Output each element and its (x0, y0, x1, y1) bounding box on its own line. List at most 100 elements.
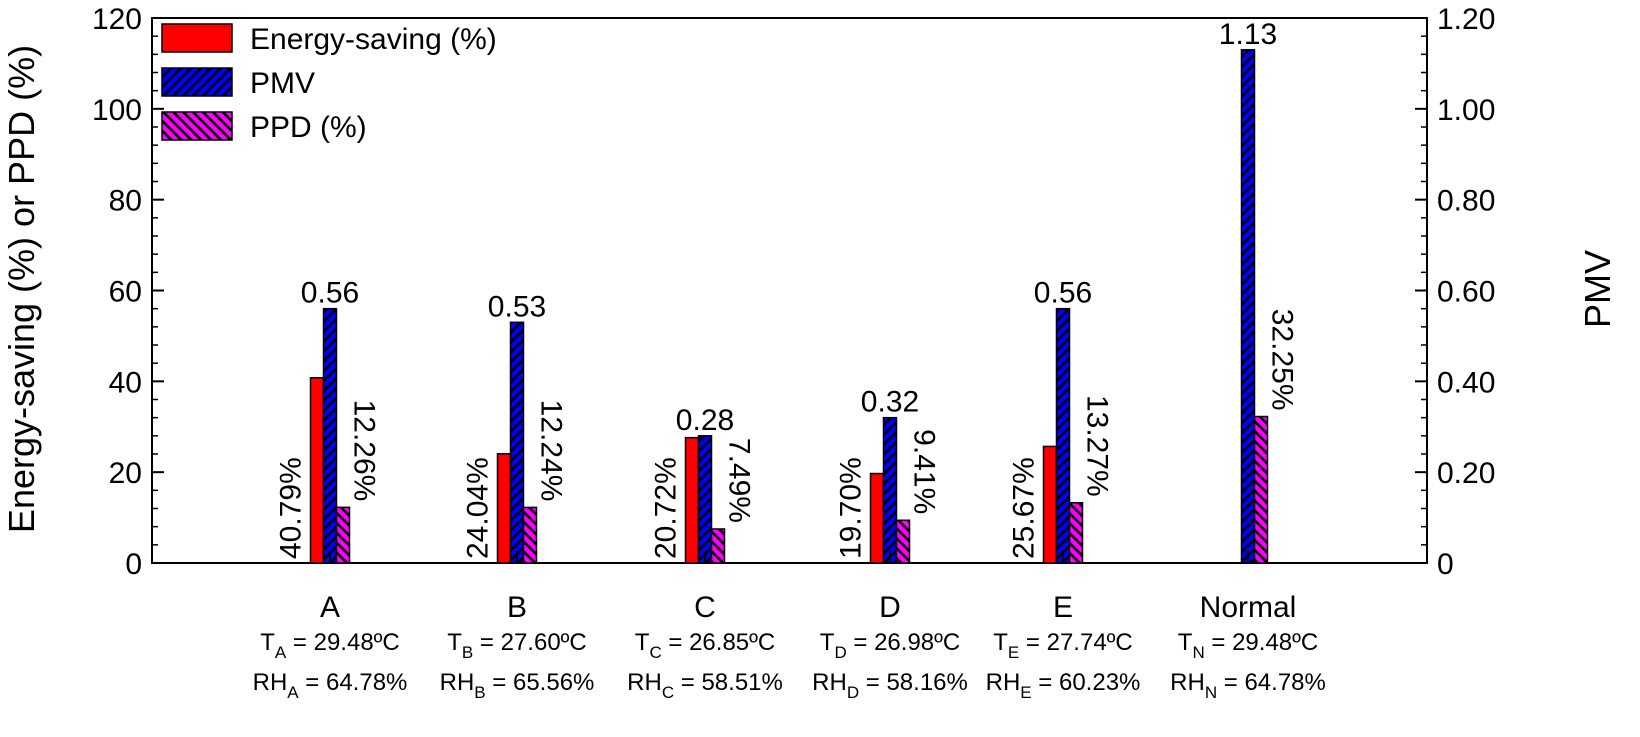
ppd-data-label: 12.24% (535, 400, 568, 502)
bar-ppd (335, 506, 351, 564)
humidity-subscript: N (1205, 683, 1217, 702)
bar-pmv (882, 416, 898, 564)
temperature-symbol: T (447, 629, 462, 656)
temperature-condition: TN = 29.48ºC (1178, 629, 1318, 662)
ppd-data-label: 9.41% (908, 429, 941, 514)
bar-energy-saving (684, 436, 700, 564)
humidity-subscript: A (287, 683, 299, 702)
humidity-symbol: RH (1170, 669, 1205, 696)
temperature-equals: = (1205, 629, 1232, 656)
right-axis-title: PMV (1577, 250, 1618, 328)
temperature-equals: = (286, 629, 313, 656)
humidity-value: 58.51% (701, 669, 782, 696)
temperature-subscript: E (1008, 643, 1019, 662)
pmv-data-label: 0.53 (488, 290, 546, 323)
bar-energy-saving (496, 453, 512, 564)
temperature-subscript: B (462, 643, 473, 662)
pmv-data-label: 0.28 (676, 404, 734, 437)
category-label: Normal (1200, 591, 1297, 624)
humidity-condition: RHA = 64.78% (253, 669, 408, 702)
category-label: E (1053, 591, 1073, 624)
temperature-value: 26.98ºC (874, 629, 960, 656)
temperature-symbol: T (993, 629, 1008, 656)
temperature-condition: TA = 29.48ºC (260, 629, 400, 662)
temperature-value: 27.74ºC (1047, 629, 1133, 656)
ppd-data-label: 12.26% (348, 400, 381, 502)
temperature-symbol: T (820, 629, 835, 656)
right-tick-label: 0 (1437, 548, 1454, 581)
bars (309, 49, 1269, 564)
temperature-equals: = (662, 629, 689, 656)
left-tick-label: 40 (109, 366, 142, 399)
legend-swatch-pmv (161, 67, 233, 97)
category-label: B (507, 591, 527, 624)
right-tick-label: 1.00 (1437, 94, 1495, 127)
humidity-condition: RHN = 64.78% (1170, 669, 1326, 702)
temperature-value: 29.48ºC (314, 629, 400, 656)
humidity-subscript: E (1020, 683, 1031, 702)
pmv-data-label: 0.56 (301, 277, 359, 310)
temperature-subscript: C (649, 643, 661, 662)
humidity-condition: RHD = 58.16% (812, 669, 968, 702)
left-tick-label: 20 (109, 457, 142, 490)
bar-ppd (522, 506, 538, 564)
pmv-data-label: 0.32 (861, 386, 919, 419)
left-tick-label: 100 (92, 94, 142, 127)
humidity-equals: = (859, 669, 886, 696)
ppd-data-label: 7.49% (723, 438, 756, 523)
bar-ppd (1253, 415, 1269, 564)
humidity-value: 64.78% (326, 669, 407, 696)
legend-label: PPD (%) (250, 111, 367, 144)
category-label: C (694, 591, 716, 624)
temperature-condition: TC = 26.85ºC (635, 629, 775, 662)
humidity-equals: = (674, 669, 701, 696)
bar-energy-saving (869, 472, 885, 564)
right-axis: 0 0.20 0.40 0.60 0.80 1.00 1.20 (1415, 3, 1495, 581)
humidity-condition: RHB = 65.56% (440, 669, 595, 702)
humidity-value: 58.16% (886, 669, 967, 696)
temperature-value: 26.85ºC (689, 629, 775, 656)
temperature-symbol: T (260, 629, 275, 656)
legend-label: Energy-saving (%) (250, 23, 497, 56)
energy-saving-data-label: 40.79% (275, 457, 308, 559)
bar-pmv (1055, 307, 1071, 564)
category-label: A (320, 591, 340, 624)
temperature-value: 29.48ºC (1232, 629, 1318, 656)
left-axis-title: Energy-saving (%) or PPD (%) (1, 45, 42, 533)
temperature-subscript: N (1192, 643, 1204, 662)
humidity-subscript: B (474, 683, 485, 702)
bar-energy-saving (309, 376, 325, 564)
temperature-symbol: T (635, 629, 650, 656)
energy-saving-data-label: 20.72% (650, 457, 683, 559)
energy-saving-data-label: 19.70% (835, 457, 868, 559)
humidity-equals: = (1032, 669, 1059, 696)
left-tick-label: 120 (92, 3, 142, 36)
humidity-subscript: D (847, 683, 859, 702)
legend-label: PMV (250, 67, 315, 100)
bar-pmv (322, 307, 338, 564)
humidity-symbol: RH (812, 669, 847, 696)
bar-ppd (1068, 501, 1084, 564)
humidity-condition: RHE = 60.23% (986, 669, 1141, 702)
temperature-subscript: D (834, 643, 846, 662)
right-tick-label: 0.40 (1437, 366, 1495, 399)
right-tick-label: 0.60 (1437, 276, 1495, 309)
temperature-value: 27.60ºC (501, 629, 587, 656)
left-tick-label: 80 (109, 185, 142, 218)
legend-swatch-energy-saving (161, 23, 233, 53)
humidity-value: 64.78% (1244, 669, 1325, 696)
ppd-data-label: 13.27% (1081, 395, 1114, 497)
bar-energy-saving (1042, 445, 1058, 564)
pmv-data-label: 0.56 (1034, 277, 1092, 310)
temperature-symbol: T (1178, 629, 1193, 656)
bar-labels: 40.79% 0.56 12.26% 24.04% 0.53 12.24% 20.72% 0.… (275, 18, 1299, 559)
temperature-subscript: A (275, 643, 287, 662)
humidity-equals: = (299, 669, 326, 696)
humidity-value: 65.56% (513, 669, 594, 696)
humidity-condition: RHC = 58.51% (627, 669, 783, 702)
humidity-symbol: RH (440, 669, 475, 696)
right-tick-label: 1.20 (1437, 3, 1495, 36)
legend: Energy-saving (%) PMV PPD (%) (161, 23, 497, 144)
humidity-symbol: RH (253, 669, 288, 696)
